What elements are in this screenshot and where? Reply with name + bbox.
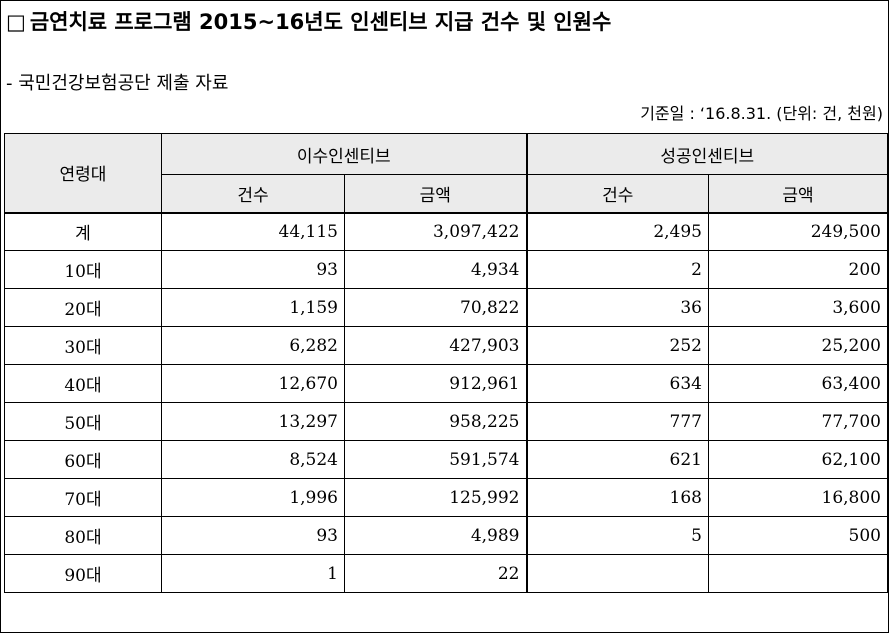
age-group-cell: 70대 <box>4 478 162 517</box>
count-cell <box>525 554 709 593</box>
amount-cell: 4,934 <box>344 250 527 289</box>
count-cell: 2,495 <box>525 212 709 251</box>
table-row: 70대 1,996 125,992 168 16,800 <box>4 478 888 517</box>
table-body: 계 44,115 3,097,422 2,495 249,500 10대 93 4,934 2 2… <box>4 212 888 593</box>
age-group-cell: 10대 <box>4 250 162 289</box>
amount-cell: 912,961 <box>344 364 527 403</box>
count-cell: 5 <box>525 516 709 555</box>
age-group-cell: 20대 <box>4 288 162 327</box>
amount-cell: 70,822 <box>344 288 527 327</box>
amount-cell: 4,989 <box>344 516 527 555</box>
count-cell: 12,670 <box>161 364 345 403</box>
table-row: 80대 93 4,989 5 500 <box>4 516 888 555</box>
title-text: 금연치료 프로그램 2015~16년도 인센티브 지급 건수 및 인원수 <box>29 10 612 34</box>
count-cell: 36 <box>525 288 709 327</box>
amount-cell: 77,700 <box>708 402 888 441</box>
amount-cell: 3,600 <box>708 288 888 327</box>
age-group-cell: 30대 <box>4 326 162 365</box>
count-header: 건수 <box>161 174 345 214</box>
table-row: 90대 1 22 <box>4 554 888 593</box>
age-group-cell: 50대 <box>4 402 162 441</box>
success-incentive-header: 성공인센티브 <box>525 133 888 175</box>
count-cell: 634 <box>525 364 709 403</box>
count-cell: 777 <box>525 402 709 441</box>
table-row: 20대 1,159 70,822 36 3,600 <box>4 288 888 327</box>
amount-cell: 249,500 <box>708 212 888 251</box>
amount-header: 금액 <box>708 174 888 214</box>
checkbox-marker: □ <box>6 10 26 34</box>
amount-header: 금액 <box>344 174 527 214</box>
amount-cell: 25,200 <box>708 326 888 365</box>
amount-cell <box>708 554 888 593</box>
count-cell: 93 <box>161 516 345 555</box>
header-row-groups: 연령대 이수인센티브 성공인센티브 <box>4 133 888 214</box>
age-group-header: 연령대 <box>4 133 162 214</box>
amount-cell: 500 <box>708 516 888 555</box>
count-cell: 2 <box>525 250 709 289</box>
count-cell: 252 <box>525 326 709 365</box>
age-group-cell: 계 <box>4 212 162 251</box>
amount-cell: 63,400 <box>708 364 888 403</box>
count-cell: 6,282 <box>161 326 345 365</box>
header-row-subheaders: 건수 금액 건수 금액 <box>5 174 888 214</box>
amount-cell: 427,903 <box>344 326 527 365</box>
table-row: 60대 8,524 591,574 621 62,100 <box>4 440 888 479</box>
amount-cell: 16,800 <box>708 478 888 517</box>
age-group-cell: 90대 <box>4 554 162 593</box>
amount-cell: 3,097,422 <box>344 212 527 251</box>
source-note: - 국민건강보험공단 제출 자료 <box>6 73 229 94</box>
completion-incentive-header: 이수인센티브 <box>161 133 527 175</box>
amount-cell: 22 <box>344 554 527 593</box>
age-group-cell: 60대 <box>4 440 162 479</box>
amount-cell: 958,225 <box>344 402 527 441</box>
count-cell: 1,996 <box>161 478 345 517</box>
count-cell: 168 <box>525 478 709 517</box>
table-row: 계 44,115 3,097,422 2,495 249,500 <box>4 212 888 251</box>
table-row: 10대 93 4,934 2 200 <box>4 250 888 289</box>
incentive-table: 연령대 이수인센티브 성공인센티브 건수 금액 건수 금액 계 44,115 3,0… <box>4 133 888 593</box>
reference-date-unit: 기준일 : ‘16.8.31. (단위: 건, 천원) <box>640 104 883 123</box>
amount-cell: 591,574 <box>344 440 527 479</box>
table-row: 50대 13,297 958,225 777 77,700 <box>4 402 888 441</box>
amount-cell: 200 <box>708 250 888 289</box>
count-cell: 44,115 <box>161 212 345 251</box>
table-row: 40대 12,670 912,961 634 63,400 <box>4 364 888 403</box>
count-cell: 93 <box>161 250 345 289</box>
count-cell: 621 <box>525 440 709 479</box>
age-group-cell: 80대 <box>4 516 162 555</box>
count-cell: 1,159 <box>161 288 345 327</box>
count-cell: 8,524 <box>161 440 345 479</box>
table-row: 30대 6,282 427,903 252 25,200 <box>4 326 888 365</box>
count-cell: 13,297 <box>161 402 345 441</box>
count-cell: 1 <box>161 554 345 593</box>
amount-cell: 62,100 <box>708 440 888 479</box>
document-title: □ 금연치료 프로그램 2015~16년도 인센티브 지급 건수 및 인원수 <box>6 6 611 36</box>
count-header: 건수 <box>525 174 709 214</box>
amount-cell: 125,992 <box>344 478 527 517</box>
age-group-cell: 40대 <box>4 364 162 403</box>
